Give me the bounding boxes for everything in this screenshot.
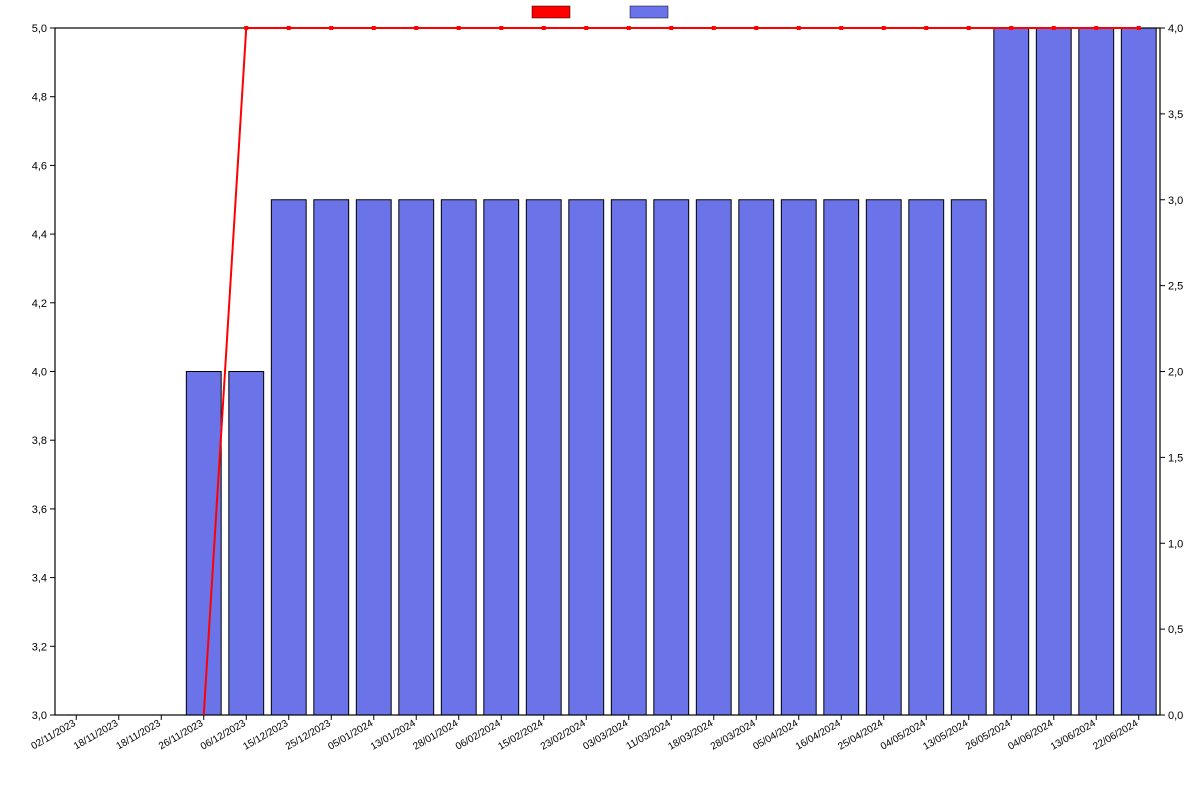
line-marker [627,26,631,30]
line-marker [1052,26,1056,30]
y-right-tick-label: 4,0 [1168,23,1183,35]
line-marker [1009,26,1013,30]
line-marker [754,26,758,30]
y-right-tick-label: 3,0 [1168,195,1183,207]
y-left-tick-label: 3,6 [32,504,47,516]
line-marker [924,26,928,30]
line-marker [882,26,886,30]
bar [186,372,221,716]
line-marker [1137,26,1141,30]
bar [526,200,561,715]
bar [654,200,689,715]
y-left-tick-label: 3,0 [32,710,47,722]
y-left-tick-label: 3,2 [32,641,47,653]
bar [739,200,774,715]
line-marker [669,26,673,30]
line-marker [712,26,716,30]
bar [696,200,731,715]
line-marker [329,26,333,30]
line-marker [967,26,971,30]
y-right-tick-label: 2,0 [1168,367,1183,379]
line-marker [797,26,801,30]
bar [569,200,604,715]
bar [484,200,519,715]
y-left-tick-label: 4,2 [32,298,47,310]
bar [314,200,349,715]
y-left-tick-label: 3,4 [32,573,47,585]
line-marker [584,26,588,30]
bar [994,28,1029,715]
line-marker [457,26,461,30]
line-marker [287,26,291,30]
bar [399,200,434,715]
line-marker [414,26,418,30]
line-marker [372,26,376,30]
y-right-tick-label: 0,0 [1168,710,1183,722]
y-left-tick-label: 4,0 [32,367,47,379]
y-left-tick-label: 5,0 [32,23,47,35]
y-right-tick-label: 3,5 [1168,109,1183,121]
legend-swatch [630,6,668,18]
y-right-tick-label: 1,0 [1168,538,1183,550]
y-left-tick-label: 3,8 [32,435,47,447]
bar [781,200,816,715]
bar [1036,28,1071,715]
combo-chart: 3,0 3,2 3,4 3,6 3,8 4,0 4,2 4,4 4,6 4,8 5,0 0,0 0,5 1… [0,0,1200,800]
y-right-tick-label: 2,5 [1168,281,1183,293]
bar [229,372,264,716]
y-right-tick-label: 1,5 [1168,452,1183,464]
line-marker [839,26,843,30]
bar [356,200,391,715]
line-marker [244,26,248,30]
line-marker [542,26,546,30]
legend-swatch [532,6,570,18]
bar [611,200,646,715]
bar [1079,28,1114,715]
bar [909,200,944,715]
bar [1121,28,1156,715]
bar [271,200,306,715]
bar [441,200,476,715]
bar [824,200,859,715]
y-left-tick-label: 4,8 [32,92,47,104]
bar [866,200,901,715]
line-marker [1094,26,1098,30]
y-right-tick-label: 0,5 [1168,624,1183,636]
bar [951,200,986,715]
y-left-tick-label: 4,4 [32,229,47,241]
y-left-tick-label: 4,6 [32,160,47,172]
line-marker [499,26,503,30]
